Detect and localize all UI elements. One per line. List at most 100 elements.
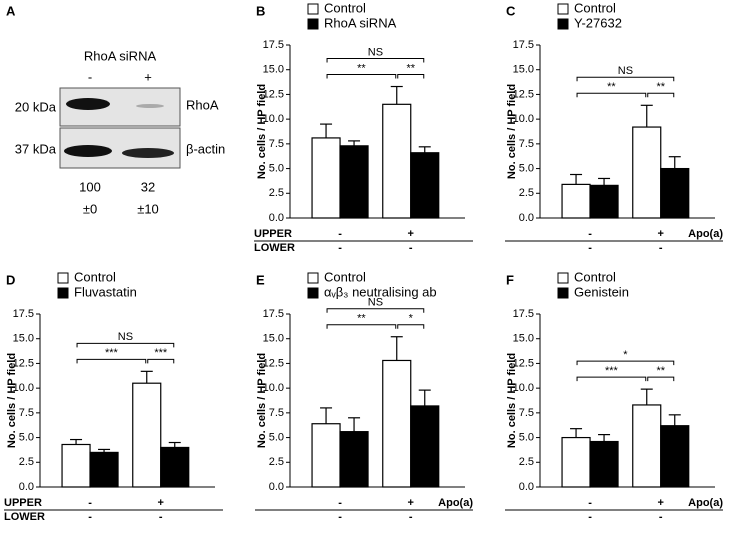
bar [382, 359, 412, 488]
significance-label: *** [105, 347, 119, 359]
blot-title: RhoA siRNA [84, 48, 157, 63]
chart-panel: F No. cells / HP field 0.0 2.5 5.0 7.5 10.0 12.… [505, 269, 723, 523]
bar [382, 103, 412, 219]
condition-mark: + [658, 228, 664, 240]
bar [89, 451, 119, 488]
panel-letter: C [506, 3, 516, 18]
significance-bracket [326, 308, 425, 313]
legend-label: Control [574, 269, 616, 284]
y-tick-label: 2.5 [519, 456, 534, 468]
significance-bracket [76, 358, 147, 364]
condition-mark: - [338, 511, 342, 523]
y-tick-label: 5.0 [19, 431, 34, 443]
significance-bracket [326, 58, 425, 63]
significance-bracket [397, 74, 425, 79]
panel-letter: F [506, 272, 514, 287]
error-bar [168, 441, 181, 448]
significance-label: NS [618, 65, 633, 77]
significance-label: ** [357, 313, 366, 325]
y-axis-label: No. cells / HP field [506, 84, 518, 179]
y-axis-label: No. cells / HP field [6, 353, 18, 448]
chart-panel: C No. cells / HP field 0.0 2.5 5.0 7.5 10.0 12.… [505, 0, 723, 254]
condition-mark: - [588, 511, 592, 523]
y-tick-label: 2.5 [269, 187, 284, 199]
y-tick-label: 15.0 [513, 64, 534, 76]
y-tick-label: 12.5 [513, 357, 534, 369]
error-bar [390, 336, 403, 361]
error-bar [570, 173, 583, 185]
bar [632, 404, 662, 488]
significance-bracket [647, 376, 675, 382]
condition-mark: - [338, 497, 342, 509]
legend-swatch [307, 3, 319, 15]
y-tick-label: 7.5 [269, 407, 284, 419]
bar [410, 152, 440, 219]
error-bar [348, 417, 361, 432]
significance-label: ** [406, 62, 415, 74]
lane-label: + [144, 69, 152, 84]
legend-swatch [557, 287, 569, 299]
condition-mark: - [659, 511, 663, 523]
y-tick-label: 17.5 [513, 39, 534, 51]
significance-bracket [576, 376, 647, 382]
error-bar [320, 123, 333, 138]
chart-panel: E No. cells / HP field 0.0 2.5 5.0 7.5 10.0 12.… [255, 269, 473, 523]
legend-swatch [557, 272, 569, 284]
bar [589, 184, 619, 219]
y-tick-label: 17.5 [13, 308, 34, 320]
condition-mark: - [409, 511, 413, 523]
y-axis-label: No. cells / HP field [256, 84, 268, 179]
error-bar [598, 177, 611, 186]
y-tick-label: 10.0 [513, 113, 534, 125]
y-tick-label: 15.0 [513, 333, 534, 345]
legend-swatch [307, 18, 319, 30]
significance-label: *** [154, 347, 168, 359]
condition-mark: - [88, 511, 92, 523]
y-tick-label: 17.5 [513, 308, 534, 320]
bar [132, 382, 162, 488]
lane-label: - [88, 69, 92, 84]
y-tick-label: 2.5 [269, 456, 284, 468]
legend-label: Control [574, 0, 616, 15]
significance-bracket [576, 76, 675, 82]
panel-letter: B [256, 3, 265, 18]
condition-mark: + [408, 228, 414, 240]
quant: ±10 [137, 201, 159, 216]
error-bar [640, 104, 653, 128]
significance-bracket [576, 360, 675, 366]
condition-mark: - [588, 242, 592, 254]
legend-swatch [557, 3, 569, 15]
significance-label: ** [656, 365, 665, 377]
y-tick-label: 10.0 [13, 382, 34, 394]
condition-label: LOWER [4, 511, 45, 523]
significance-label: * [409, 313, 414, 325]
marker: 37 kDa [15, 141, 57, 156]
error-bar [640, 388, 653, 405]
error-bar [70, 438, 83, 445]
bar [339, 145, 369, 219]
blot-panel: A RhoA siRNA - + 20 kDa 37 kDa RhoA β-ac… [6, 3, 225, 216]
chart-panel: D No. cells / HP field 0.0 2.5 5.0 7.5 10.0 12.… [4, 269, 223, 523]
significance-label: NS [368, 297, 383, 309]
significance-label: ** [357, 62, 366, 74]
legend-swatch [307, 272, 319, 284]
y-tick-label: 7.5 [519, 138, 534, 150]
y-tick-label: 12.5 [263, 357, 284, 369]
error-bar [348, 140, 361, 146]
legend-label: Fluvastatin [74, 284, 137, 299]
condition-mark: + [658, 497, 664, 509]
legend-label: Control [324, 269, 366, 284]
significance-bracket [397, 324, 425, 329]
error-bar [320, 407, 333, 424]
error-bar [418, 389, 431, 406]
error-bar [140, 370, 153, 384]
legend-swatch [307, 287, 319, 299]
legend-label: RhoA siRNA [324, 15, 397, 30]
condition-mark: - [88, 497, 92, 509]
significance-bracket [647, 92, 675, 98]
quant: 32 [141, 179, 155, 194]
y-tick-label: 17.5 [263, 39, 284, 51]
bar [160, 446, 190, 488]
chart-panel: B No. cells / HP field 0.0 2.5 5.0 7.5 10.0 12.… [254, 0, 473, 254]
condition-label: Apo(a) [688, 228, 723, 240]
